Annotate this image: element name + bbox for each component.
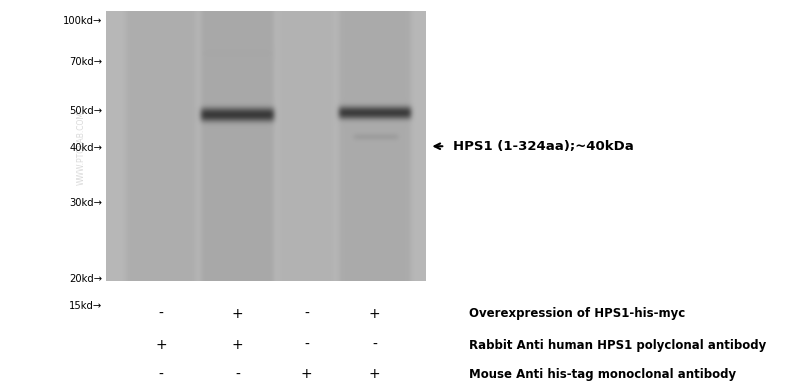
Text: +: +	[232, 338, 243, 352]
Text: +: +	[155, 338, 167, 352]
Text: -: -	[372, 338, 377, 352]
Text: Rabbit Anti human HPS1 polyclonal antibody: Rabbit Anti human HPS1 polyclonal antibo…	[469, 339, 766, 352]
Text: 100kd→: 100kd→	[63, 16, 102, 27]
Text: +: +	[300, 367, 312, 381]
Text: 50kd→: 50kd→	[69, 106, 102, 116]
Text: 20kd→: 20kd→	[69, 274, 102, 284]
Text: +: +	[369, 367, 381, 381]
Text: -: -	[235, 367, 240, 381]
Text: Overexpression of HPS1-his-myc: Overexpression of HPS1-his-myc	[469, 307, 685, 321]
Text: 40kd→: 40kd→	[69, 143, 102, 153]
Text: +: +	[369, 307, 381, 321]
Text: -: -	[304, 307, 309, 321]
Text: -: -	[159, 307, 164, 321]
Text: -: -	[304, 338, 309, 352]
Text: +: +	[232, 307, 243, 321]
Text: 15kd→: 15kd→	[69, 301, 102, 311]
Text: 70kd→: 70kd→	[69, 57, 102, 67]
Text: WWW.PTGLAB.COM: WWW.PTGLAB.COM	[76, 111, 86, 185]
Text: -: -	[159, 367, 164, 381]
Text: HPS1 (1-324aa);~40kDa: HPS1 (1-324aa);~40kDa	[453, 140, 634, 153]
Text: Mouse Anti his-tag monoclonal antibody: Mouse Anti his-tag monoclonal antibody	[469, 368, 736, 381]
Text: 30kd→: 30kd→	[69, 198, 102, 208]
